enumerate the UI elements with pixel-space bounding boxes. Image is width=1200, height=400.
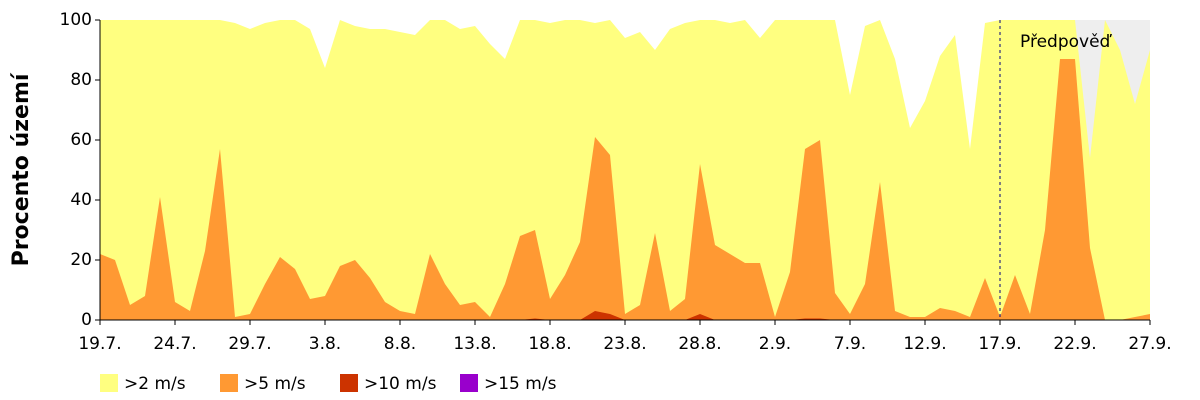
x-tick-label: 12.9. (903, 334, 946, 354)
legend-label: >15 m/s (484, 374, 557, 394)
area (100, 59, 1150, 320)
legend-label: >5 m/s (244, 374, 306, 394)
legend-swatch (220, 374, 238, 392)
x-tick-label: 28.8. (678, 334, 721, 354)
area (100, 20, 1150, 320)
y-tick-label: 80 (70, 70, 92, 90)
x-tick-label: 3.8. (309, 334, 341, 354)
x-tick-label: 27.9. (1128, 334, 1171, 354)
legend-swatch (340, 374, 358, 392)
y-tick-label: 40 (70, 190, 92, 210)
x-tick-label: 13.8. (453, 334, 496, 354)
legend-label: >2 m/s (124, 374, 186, 394)
x-tick-label: 24.7. (153, 334, 196, 354)
y-axis-label: Procento území (9, 72, 34, 266)
y-tick-label: 100 (60, 10, 92, 30)
y-tick-label: 0 (81, 310, 92, 330)
x-tick-label: 19.7. (78, 334, 121, 354)
x-tick-label: 2.9. (759, 334, 791, 354)
annotation: Předpověď (1020, 32, 1113, 52)
x-tick-label: 8.8. (384, 334, 416, 354)
y-tick-label: 20 (70, 250, 92, 270)
y-tick-label: 60 (70, 130, 92, 150)
legend-swatch (460, 374, 478, 392)
x-tick-label: 29.7. (228, 334, 271, 354)
x-tick-label: 23.8. (603, 334, 646, 354)
x-tick-label: 22.9. (1053, 334, 1096, 354)
legend-swatch (100, 374, 118, 392)
x-tick-label: 17.9. (978, 334, 1021, 354)
legend-label: >10 m/s (364, 374, 437, 394)
x-tick-label: 7.9. (834, 334, 866, 354)
x-tick-label: 18.8. (528, 334, 571, 354)
